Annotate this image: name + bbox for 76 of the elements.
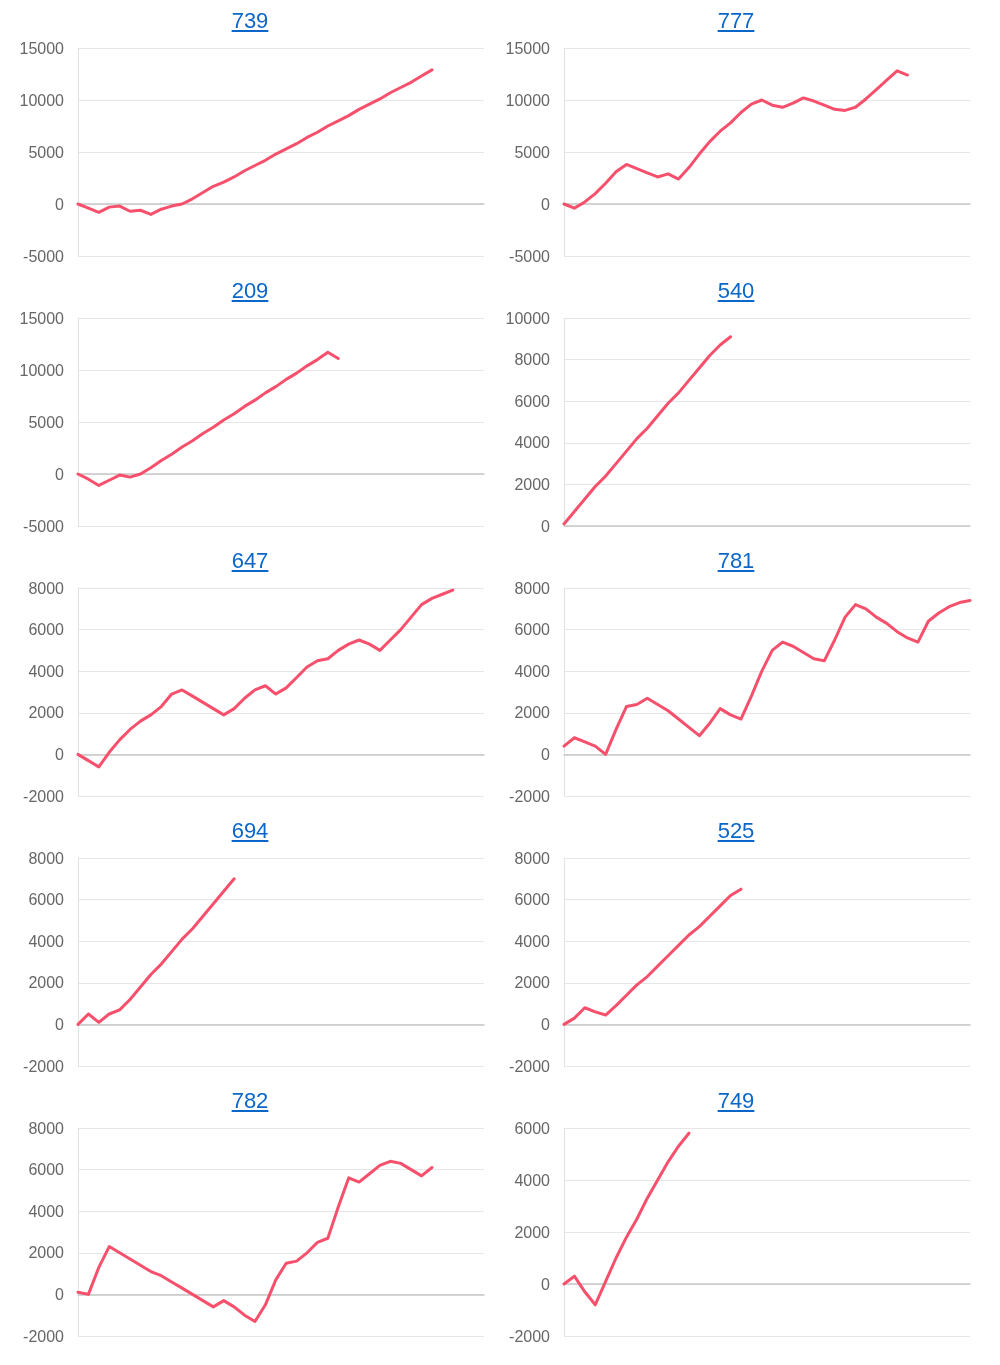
- chart-title: 777: [716, 8, 756, 35]
- y-tick-label: 8000: [514, 849, 551, 867]
- y-tick-label: 4000: [514, 932, 551, 950]
- y-tick-label: -2000: [509, 787, 551, 805]
- y-tick-label: -5000: [509, 247, 551, 265]
- line-series: [562, 1131, 691, 1307]
- line-series: [76, 1159, 434, 1323]
- y-tick-label: 6000: [514, 891, 551, 909]
- line-series: [562, 887, 743, 1026]
- y-tick-label: 10000: [19, 91, 65, 109]
- y-tick-label: 4000: [514, 662, 551, 680]
- y-tick-label: 4000: [514, 1171, 551, 1189]
- y-tick-label: 0: [55, 1285, 65, 1303]
- y-tick-label: 15000: [505, 39, 551, 57]
- chart-title: 782: [230, 1088, 270, 1115]
- chart-title: 694: [230, 818, 270, 845]
- y-tick-label: 5000: [28, 413, 65, 431]
- y-tick-label: 6000: [514, 392, 551, 410]
- chart-title: 739: [230, 8, 270, 35]
- y-tick-label: 4000: [28, 1202, 65, 1220]
- y-tick-label: -2000: [509, 1327, 551, 1345]
- chart-title: 647: [230, 548, 270, 575]
- y-tick-label: 6000: [28, 621, 65, 639]
- y-tick-label: 8000: [514, 351, 551, 369]
- y-tick-label: 2000: [28, 1244, 65, 1262]
- y-tick-label: 10000: [505, 309, 551, 327]
- y-tick-label: 10000: [505, 91, 551, 109]
- chart-title: 209: [230, 278, 270, 305]
- y-tick-label: 0: [55, 465, 65, 483]
- line-series: [76, 877, 236, 1026]
- chart-title: 781: [716, 548, 756, 575]
- y-tick-label: 15000: [19, 39, 65, 57]
- y-tick-label: 0: [55, 1015, 65, 1033]
- line-series: [562, 598, 972, 756]
- y-tick-label: -2000: [23, 1327, 65, 1345]
- y-tick-label: 0: [541, 517, 551, 535]
- y-tick-label: 2000: [28, 974, 65, 992]
- y-tick-label: 2000: [28, 704, 65, 722]
- line-series: [76, 588, 455, 769]
- y-tick-label: 0: [541, 1275, 551, 1293]
- y-tick-label: -2000: [23, 1057, 65, 1075]
- y-tick-label: 8000: [28, 1119, 65, 1137]
- y-tick-label: -5000: [23, 247, 65, 265]
- y-tick-label: 0: [55, 745, 65, 763]
- line-series: [76, 68, 434, 216]
- y-tick-label: 10000: [19, 361, 65, 379]
- y-tick-label: 15000: [19, 309, 65, 327]
- y-tick-label: 2000: [514, 1223, 551, 1241]
- y-tick-label: 0: [55, 195, 65, 213]
- y-tick-label: 8000: [514, 579, 551, 597]
- y-tick-label: 6000: [28, 1161, 65, 1179]
- y-tick-label: 5000: [514, 143, 551, 161]
- line-series: [76, 350, 340, 487]
- y-tick-label: 0: [541, 195, 551, 213]
- y-tick-label: 0: [541, 745, 551, 763]
- y-tick-label: 8000: [28, 579, 65, 597]
- y-tick-label: 0: [541, 1015, 551, 1033]
- y-tick-label: 6000: [514, 621, 551, 639]
- y-tick-label: 2000: [514, 704, 551, 722]
- y-tick-label: 8000: [28, 849, 65, 867]
- chart-title: 525: [716, 818, 756, 845]
- y-tick-label: 6000: [514, 1119, 551, 1137]
- chart-title: 749: [716, 1088, 756, 1115]
- y-tick-label: 4000: [514, 434, 551, 452]
- y-tick-label: 6000: [28, 891, 65, 909]
- y-tick-label: 2000: [514, 475, 551, 493]
- line-series: [562, 335, 733, 526]
- y-tick-label: -5000: [23, 517, 65, 535]
- y-tick-label: -2000: [23, 787, 65, 805]
- y-tick-label: -2000: [509, 1057, 551, 1075]
- y-tick-label: 2000: [514, 974, 551, 992]
- y-tick-label: 4000: [28, 662, 65, 680]
- line-series: [562, 69, 910, 210]
- y-tick-label: 4000: [28, 932, 65, 950]
- chart-title: 540: [716, 278, 756, 305]
- y-tick-label: 5000: [28, 143, 65, 161]
